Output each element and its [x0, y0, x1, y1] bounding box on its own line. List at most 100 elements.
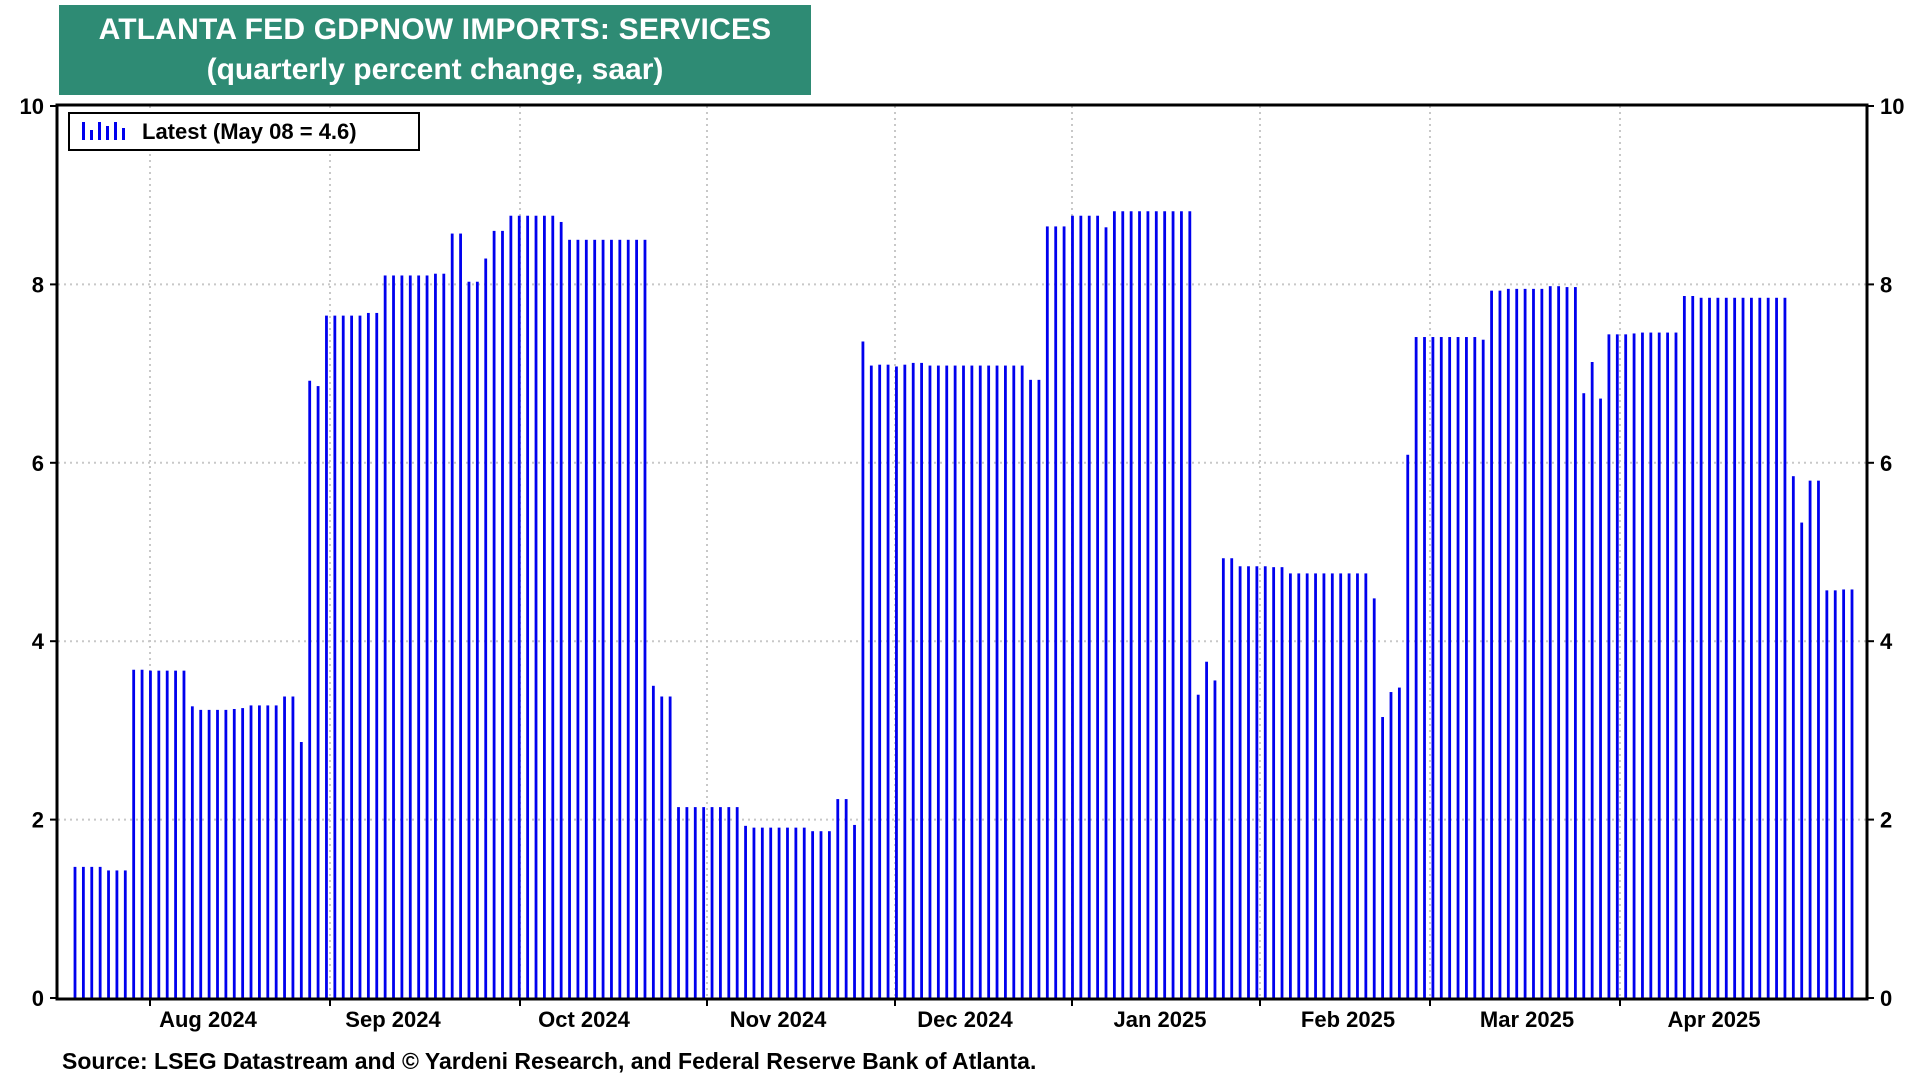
chart-subtitle: (quarterly percent change, saar): [206, 53, 664, 86]
bar: [350, 315, 354, 998]
y-tick-label-right: 6: [1880, 451, 1892, 476]
bar: [1448, 337, 1452, 998]
bar: [333, 315, 337, 998]
bar: [710, 807, 714, 998]
bar: [283, 696, 286, 998]
bar: [383, 275, 387, 999]
bar: [1481, 339, 1485, 998]
bar: [584, 239, 588, 999]
bar: [727, 807, 731, 998]
bar: [936, 365, 940, 998]
bar: [325, 315, 328, 998]
bar: [417, 275, 421, 999]
chart-title-box: ATLANTA FED GDPNOW IMPORTS: SERVICES (qu…: [59, 5, 811, 95]
bar: [1674, 332, 1678, 998]
x-tick-label: Apr 2025: [1668, 1007, 1761, 1032]
bar: [1322, 573, 1326, 998]
bar: [1163, 211, 1167, 998]
bar: [207, 709, 211, 998]
bar: [467, 281, 471, 999]
bar: [1423, 337, 1426, 998]
bar: [1573, 287, 1577, 999]
bar: [450, 233, 454, 998]
bar: [408, 275, 412, 999]
bar: [559, 221, 563, 998]
bar: [341, 315, 345, 998]
bar: [1808, 480, 1812, 998]
bar: [777, 827, 781, 998]
bar: [844, 799, 848, 998]
bar: [442, 273, 446, 998]
bar: [1506, 288, 1510, 998]
bar: [308, 380, 312, 998]
bar: [769, 827, 773, 998]
bar: [1180, 211, 1183, 998]
bar: [1733, 297, 1737, 998]
plot-frame: [55, 103, 1869, 1001]
bar: [1389, 692, 1393, 998]
bar: [911, 362, 915, 998]
bar: [98, 866, 102, 998]
bar: [459, 233, 462, 998]
bar: [1515, 288, 1519, 998]
bar: [568, 239, 571, 999]
source-note: Source: LSEG Datastream and © Yardeni Re…: [62, 1048, 1037, 1074]
bar: [1289, 573, 1292, 998]
bar: [869, 365, 873, 998]
legend-label: Latest (May 08 = 4.6): [142, 119, 357, 144]
bar: [886, 364, 890, 998]
bar: [1775, 297, 1778, 998]
bar: [827, 831, 831, 998]
bar: [1255, 566, 1259, 998]
bar: [1800, 522, 1804, 998]
legend-box: [68, 112, 420, 151]
bar: [1330, 573, 1334, 998]
bar: [149, 670, 152, 998]
bar: [635, 239, 638, 999]
bar: [928, 365, 932, 998]
y-tick-label-right: 4: [1880, 629, 1893, 654]
bar: [1364, 573, 1368, 998]
bar: [1054, 226, 1058, 999]
y-tick-label-right: 8: [1880, 272, 1892, 297]
bar: [216, 709, 219, 998]
bar: [995, 365, 999, 998]
bar: [492, 230, 496, 998]
bar: [1641, 332, 1644, 998]
y-tick-label-right: 0: [1880, 986, 1892, 1011]
bar: [1523, 288, 1527, 998]
bar: [1766, 297, 1770, 998]
bar: [1146, 211, 1150, 998]
bar: [1104, 227, 1108, 998]
bar: [123, 870, 127, 998]
bar: [174, 670, 177, 998]
bars: [73, 211, 1854, 999]
bar: [987, 365, 991, 998]
bar: [1280, 567, 1284, 998]
bar: [962, 365, 965, 998]
bar: [190, 706, 194, 998]
bar: [626, 239, 630, 999]
bar: [1263, 566, 1267, 998]
bar: [90, 866, 94, 998]
bar: [132, 669, 136, 998]
bar: [1691, 296, 1695, 998]
bar: [1020, 365, 1024, 998]
bar: [1272, 567, 1276, 998]
legend-swatch: [82, 122, 125, 140]
bar: [618, 239, 622, 999]
legend-swatch-bar: [90, 130, 93, 140]
bar: [140, 669, 144, 998]
bar: [970, 365, 974, 998]
bar: [593, 239, 597, 999]
bar: [1339, 573, 1343, 998]
x-tick-label: Aug 2024: [159, 1007, 258, 1032]
bar: [719, 807, 722, 998]
bar: [752, 827, 756, 998]
legend-swatch-bar: [98, 122, 101, 140]
bar: [1758, 297, 1762, 998]
bar: [1037, 379, 1041, 999]
bar: [366, 312, 370, 998]
bar: [73, 866, 77, 998]
bar: [1557, 286, 1561, 998]
